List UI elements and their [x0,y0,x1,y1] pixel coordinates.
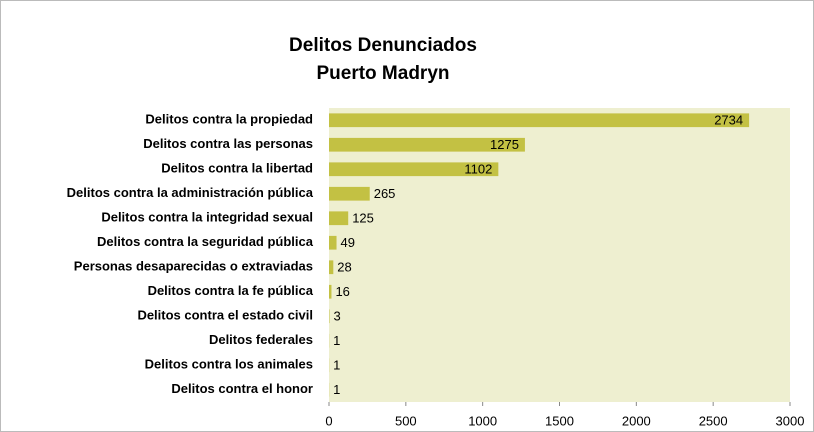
y-tick-label: Delitos contra los animales [145,357,313,372]
bar [329,260,334,275]
bar [329,211,349,226]
chart-title: Delitos Denunciados [289,35,477,56]
data-label: 265 [374,186,396,201]
y-tick-label: Delitos contra la seguridad pública [97,234,314,249]
data-label: 28 [337,260,351,275]
y-tick-label: Delitos contra las personas [143,136,313,151]
x-tick-label: 3000 [776,413,805,428]
data-label: 16 [335,284,349,299]
data-label: 2734 [714,113,743,128]
bar [329,113,750,128]
y-tick-label: Delitos contra la administración pública [67,185,314,200]
bar [329,162,499,177]
y-tick-label: Delitos contra la integridad sexual [101,210,313,225]
data-label: 1 [333,333,340,348]
data-label: 1 [333,358,340,373]
data-label: 1 [333,382,340,397]
y-tick-label: Delitos contra el honor [171,381,313,396]
data-label: 3 [333,309,340,324]
bar [329,284,332,299]
x-tick-label: 2500 [699,413,728,428]
chart-subtitle: Puerto Madryn [316,63,449,84]
y-tick-label: Delitos contra la fe pública [148,283,314,298]
bar [329,186,370,201]
bar [329,235,337,250]
data-label: 125 [352,211,374,226]
plot-area [329,108,790,402]
data-label: 1102 [464,162,492,177]
y-tick-label: Delitos contra el estado civil [137,308,313,323]
x-tick-label: 0 [325,413,332,428]
y-tick-label: Delitos federales [209,332,313,347]
x-tick-label: 1500 [545,413,574,428]
bar [329,137,525,152]
y-tick-label: Personas desaparecidas o extraviadas [74,259,313,274]
y-tick-label: Delitos contra la libertad [161,161,313,176]
y-tick-label: Delitos contra la propiedad [145,112,313,127]
x-tick-label: 2000 [622,413,651,428]
x-tick-label: 500 [395,413,417,428]
data-label: 49 [341,235,355,250]
x-tick-label: 1000 [468,413,497,428]
data-label: 1275 [490,137,519,152]
